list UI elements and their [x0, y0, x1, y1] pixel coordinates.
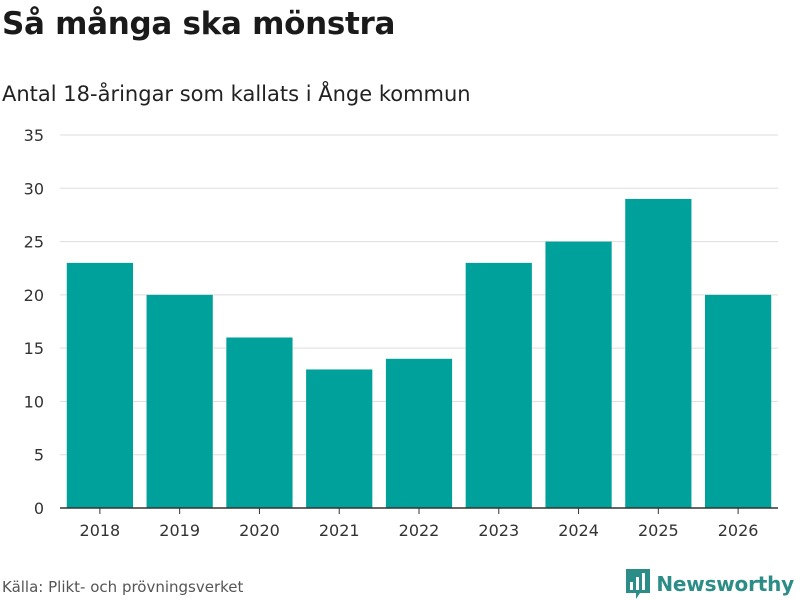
x-tick-label: 2019: [159, 521, 200, 540]
x-tick-label: 2024: [558, 521, 599, 540]
y-tick-label: 30: [24, 179, 44, 198]
y-tick-label: 15: [24, 339, 44, 358]
x-tick-label: 2021: [319, 521, 360, 540]
bar: [385, 358, 453, 508]
y-tick-label: 10: [24, 392, 44, 411]
y-tick-label: 35: [24, 126, 44, 145]
x-tick-label: 2022: [399, 521, 440, 540]
bar: [306, 369, 373, 508]
bar: [465, 262, 532, 508]
source-note: Källa: Plikt- och prövningsverket: [2, 578, 244, 596]
bar: [705, 294, 772, 508]
x-tick-label: 2018: [80, 521, 121, 540]
y-tick-label: 20: [24, 286, 44, 305]
chart-title: Så många ska mönstra: [2, 6, 396, 42]
bar: [625, 198, 692, 508]
y-tick-label: 5: [34, 446, 44, 465]
bar: [545, 241, 612, 509]
x-tick-label: 2020: [239, 521, 280, 540]
brand-logo[interactable]: Newsworthy: [626, 568, 794, 600]
y-tick-label: 0: [34, 499, 44, 518]
bar: [146, 294, 213, 508]
y-tick-label: 25: [24, 233, 44, 252]
bar-chart-logo-icon: [626, 569, 651, 599]
bar: [226, 337, 293, 508]
x-tick-label: 2023: [478, 521, 519, 540]
brand-name: Newsworthy: [656, 572, 794, 596]
bar: [66, 262, 133, 508]
x-tick-label: 2026: [718, 521, 759, 540]
x-tick-label: 2025: [638, 521, 679, 540]
chart-subtitle: Antal 18-åringar som kallats i Ånge komm…: [2, 82, 471, 106]
